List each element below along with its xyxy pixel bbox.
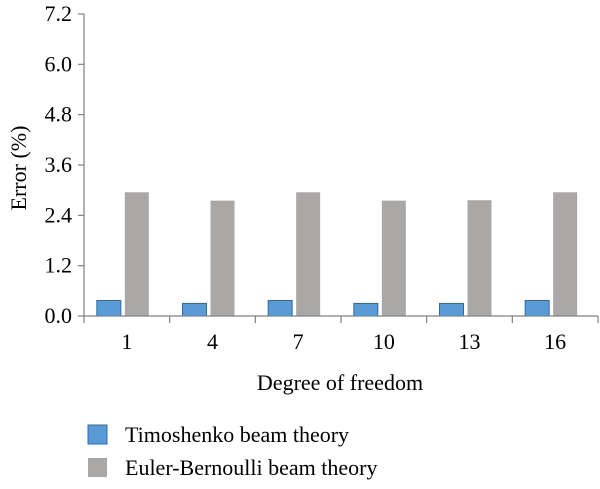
- bar-timoshenko: [267, 299, 293, 317]
- bar-euler-bernoulli: [296, 192, 321, 316]
- legend-label-timoshenko: Timoshenko beam theory: [125, 422, 349, 447]
- legend-swatch-timoshenko: [87, 424, 108, 445]
- bar-timoshenko: [353, 302, 379, 317]
- bar-timoshenko: [182, 302, 207, 317]
- legend-swatch-euler-bernoulli: [88, 458, 107, 477]
- x-axis-ticks: 1 4 7 10 13 16: [83, 316, 599, 354]
- bar-euler-bernoulli: [124, 192, 149, 316]
- y-tick-label: 2.4: [45, 202, 73, 227]
- x-tick-label: 10: [373, 329, 395, 354]
- legend-label-euler-bernoulli: Euler-Bernoulli beam theory: [125, 455, 377, 480]
- bar-euler-bernoulli: [553, 192, 578, 316]
- y-tick-label: 4.8: [45, 102, 73, 127]
- x-tick-label: 16: [544, 329, 566, 354]
- bar-timoshenko: [96, 299, 122, 317]
- bar-euler-bernoulli: [381, 200, 406, 316]
- legend: Timoshenko beam theory Euler-Bernoulli b…: [87, 422, 377, 480]
- bar-timoshenko: [524, 299, 550, 317]
- plot-area: [96, 192, 578, 317]
- y-tick-label: 7.2: [45, 1, 73, 26]
- bar-timoshenko: [439, 302, 464, 317]
- y-tick-label: 1.2: [45, 253, 73, 278]
- bar-euler-bernoulli: [467, 200, 492, 316]
- bar-euler-bernoulli: [210, 200, 235, 316]
- y-axis-title: Error (%): [6, 126, 31, 211]
- y-tick-label: 6.0: [45, 51, 73, 76]
- x-tick-label: 1: [121, 329, 132, 354]
- x-axis-title: Degree of freedom: [257, 370, 423, 395]
- x-tick-label: 4: [207, 329, 218, 354]
- x-tick-label: 13: [459, 329, 481, 354]
- y-axis-ticks: 0.0 1.2 2.4 3.6 4.8 6.0 7.2: [45, 1, 84, 328]
- y-tick-label: 0.0: [45, 303, 73, 328]
- x-tick-label: 7: [293, 329, 304, 354]
- y-tick-label: 3.6: [45, 152, 73, 177]
